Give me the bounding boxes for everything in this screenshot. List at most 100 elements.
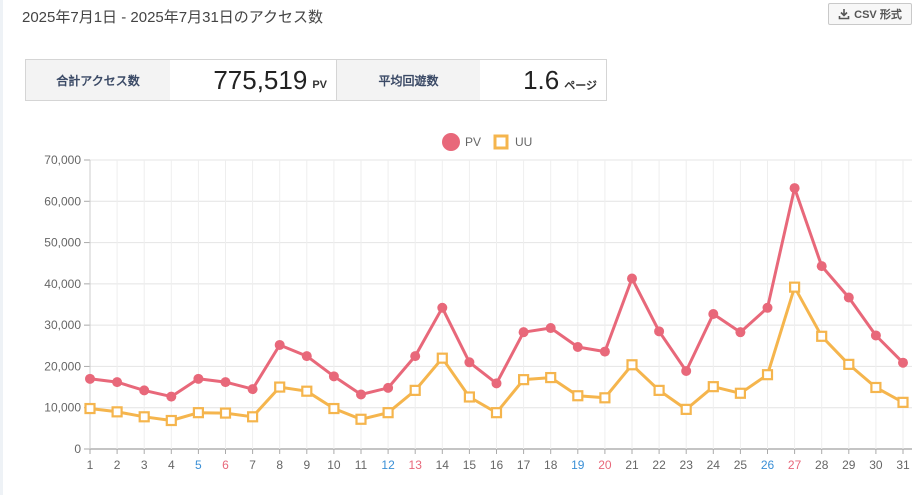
data-point-uu[interactable]	[653, 384, 665, 396]
legend-pv-marker[interactable]	[442, 133, 460, 151]
chart-series	[84, 183, 909, 427]
data-point-pv[interactable]	[328, 371, 339, 382]
y-tick-label: 60,000	[44, 194, 81, 208]
data-point-uu[interactable]	[843, 358, 855, 370]
data-point-uu[interactable]	[247, 411, 259, 423]
data-point-uu[interactable]	[788, 281, 801, 293]
data-point-pv[interactable]	[789, 183, 800, 194]
data-point-uu[interactable]	[301, 385, 313, 397]
data-point-pv[interactable]	[599, 346, 610, 357]
legend-uu-marker[interactable]	[493, 134, 509, 150]
data-point-uu[interactable]	[165, 414, 177, 427]
csv-export-label: CSV 形式	[854, 9, 902, 21]
data-point-pv[interactable]	[247, 384, 258, 395]
data-point-uu[interactable]	[490, 407, 503, 419]
data-point-pv[interactable]	[545, 323, 556, 334]
total-access-label: 合計アクセス数	[26, 60, 170, 100]
avg-pages-value: 1.6	[523, 64, 560, 95]
y-tick-label: 70,000	[44, 153, 81, 167]
data-point-uu[interactable]	[219, 407, 232, 419]
data-point-pv[interactable]	[220, 377, 231, 388]
data-point-pv[interactable]	[843, 292, 854, 303]
data-point-pv[interactable]	[627, 273, 637, 284]
data-point-uu[interactable]	[274, 381, 286, 393]
data-point-uu[interactable]	[138, 411, 150, 423]
data-point-uu[interactable]	[707, 381, 719, 393]
data-point-uu[interactable]	[409, 384, 421, 396]
x-tick-label: 19	[571, 458, 585, 472]
x-tick-label: 4	[168, 458, 175, 472]
data-point-pv[interactable]	[681, 365, 692, 376]
data-point-pv[interactable]	[491, 378, 502, 389]
data-point-pv[interactable]	[654, 326, 665, 337]
data-point-pv[interactable]	[437, 302, 448, 313]
x-tick-label: 6	[222, 458, 229, 472]
data-point-pv[interactable]	[274, 339, 285, 350]
data-point-uu[interactable]	[680, 403, 692, 415]
legend-uu-label[interactable]: UU	[515, 135, 532, 149]
x-tick-label: 26	[761, 458, 775, 472]
data-point-pv[interactable]	[139, 385, 150, 396]
data-point-pv[interactable]	[166, 391, 177, 402]
data-point-uu[interactable]	[572, 390, 584, 402]
data-point-pv[interactable]	[112, 377, 123, 388]
y-tick-label: 20,000	[44, 359, 81, 373]
data-point-uu[interactable]	[626, 359, 638, 371]
data-point-pv[interactable]	[464, 357, 475, 368]
data-point-uu[interactable]	[761, 369, 774, 381]
data-point-pv[interactable]	[816, 261, 827, 272]
x-axis-ticks: 1 2 3 4 5 6 7 8 9 10 11 12 13 14 15 16 17 18 19 20 21 22 23 24 2…	[87, 458, 910, 472]
data-point-uu[interactable]	[382, 407, 394, 419]
data-point-uu[interactable]	[192, 407, 204, 419]
data-point-uu[interactable]	[734, 387, 747, 399]
data-point-uu[interactable]	[355, 413, 367, 425]
data-point-uu[interactable]	[517, 374, 530, 386]
y-tick-label: 10,000	[44, 401, 81, 415]
summary-divider	[336, 60, 337, 100]
y-axis-ticks: 0 10,000 20,000 30,000 40,000 50,000 60,000 70,…	[44, 153, 81, 456]
data-point-pv[interactable]	[708, 308, 719, 319]
data-point-uu[interactable]	[84, 402, 96, 415]
data-point-uu[interactable]	[436, 352, 448, 364]
x-tick-label: 29	[842, 458, 856, 472]
download-icon	[838, 9, 850, 20]
legend-pv-label[interactable]: PV	[465, 135, 481, 149]
x-tick-label: 1	[87, 458, 94, 472]
x-tick-label: 18	[544, 458, 558, 472]
data-point-pv[interactable]	[762, 302, 773, 313]
x-tick-label: 31	[896, 458, 910, 472]
x-tick-label: 12	[381, 458, 395, 472]
x-tick-label: 22	[652, 458, 666, 472]
data-point-pv[interactable]	[572, 342, 583, 353]
data-point-uu[interactable]	[328, 402, 340, 415]
data-point-pv[interactable]	[85, 373, 95, 384]
x-tick-label: 23	[680, 458, 694, 472]
data-point-uu[interactable]	[545, 371, 557, 384]
data-point-uu[interactable]	[599, 392, 611, 404]
data-point-pv[interactable]	[383, 382, 394, 393]
data-point-pv[interactable]	[410, 351, 421, 362]
csv-export-button[interactable]: CSV 形式	[828, 3, 912, 25]
data-point-pv[interactable]	[518, 327, 529, 338]
data-point-pv[interactable]	[898, 357, 908, 368]
x-tick-label: 11	[355, 458, 368, 472]
data-point-uu[interactable]	[463, 391, 475, 403]
data-point-uu[interactable]	[816, 330, 828, 342]
x-tick-label: 24	[707, 458, 721, 472]
x-tick-label: 15	[463, 458, 477, 472]
data-point-pv[interactable]	[735, 327, 746, 338]
x-tick-label: 21	[625, 458, 639, 472]
data-point-uu[interactable]	[897, 396, 909, 408]
data-point-pv[interactable]	[193, 373, 204, 384]
avg-pages-unit: ページ	[564, 79, 597, 92]
x-tick-label: 3	[141, 458, 148, 472]
summary-bar: 合計アクセス数 775,519 PV 平均回遊数 1.6 ページ	[25, 59, 607, 101]
data-point-pv[interactable]	[356, 389, 366, 400]
x-tick-label: 7	[249, 458, 256, 472]
data-point-uu[interactable]	[111, 406, 123, 418]
data-point-pv[interactable]	[870, 330, 881, 341]
access-line-chart: PV UU 0 10,000 20,000 30,000 40,000 50,000 60,…	[44, 133, 912, 472]
data-point-uu[interactable]	[870, 381, 882, 394]
x-tick-label: 25	[734, 458, 748, 472]
data-point-pv[interactable]	[301, 351, 312, 362]
